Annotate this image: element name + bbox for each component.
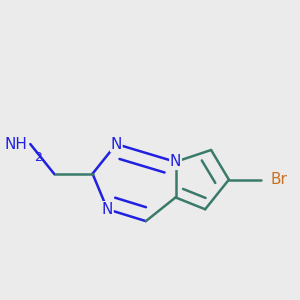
Text: NH: NH — [4, 136, 27, 152]
Text: 2: 2 — [34, 152, 42, 164]
Text: Br: Br — [270, 172, 287, 187]
Text: N: N — [111, 136, 122, 152]
Text: N: N — [102, 202, 113, 217]
Text: N: N — [170, 154, 181, 169]
